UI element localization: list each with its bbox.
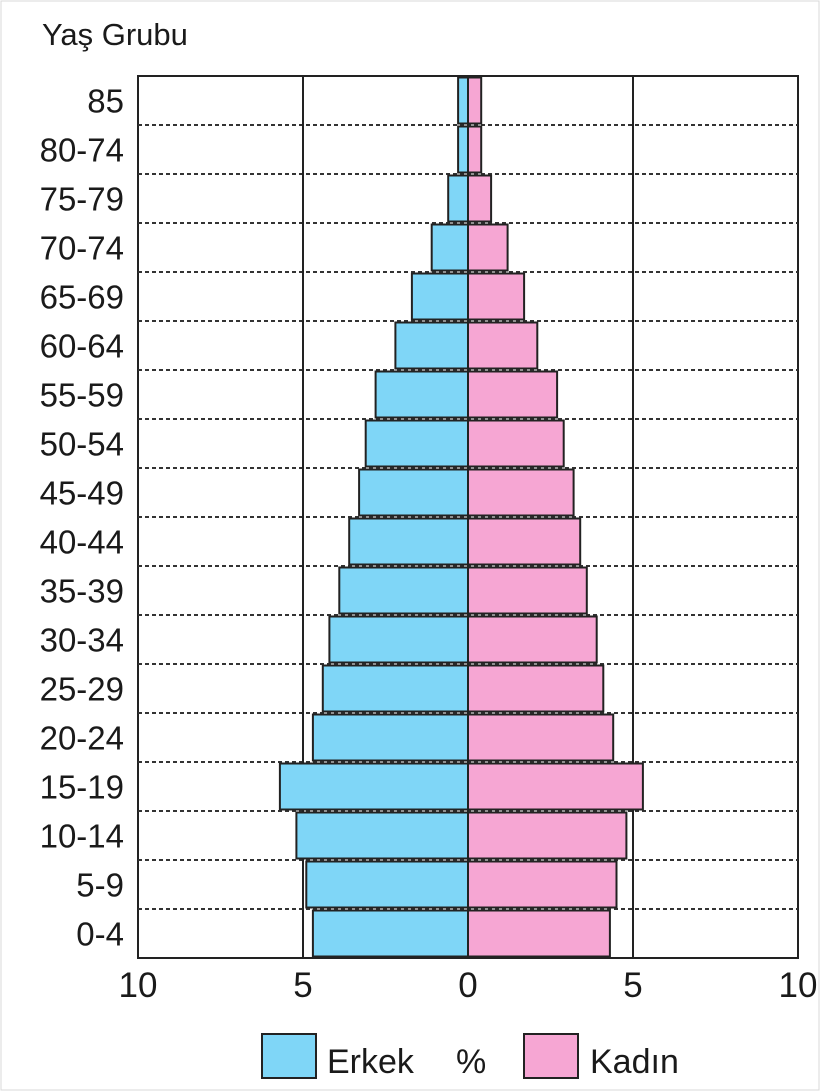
bar-kadin [467,272,526,321]
bar-erkek [457,76,470,125]
bar-kadin [467,321,539,370]
bar-erkek [311,909,469,958]
legend-label-erkek: Erkek [327,1043,415,1081]
bar-kadin [467,468,575,517]
bar-kadin [467,713,615,762]
bars [278,76,644,958]
age-group-label: 40-44 [40,524,124,561]
age-group-label: 35-39 [40,573,124,610]
bar-kadin [467,664,605,713]
age-group-label: 20-24 [40,720,124,757]
bar-kadin [467,419,565,468]
bar-kadin [467,517,582,566]
bar-erkek [364,419,470,468]
bar-kadin [467,811,628,860]
bar-kadin [467,174,493,223]
x-tick-label: 5 [293,966,312,1005]
bar-erkek [348,517,470,566]
bar-erkek [410,272,469,321]
bar-erkek [328,615,469,664]
bar-erkek [430,223,470,272]
age-group-label: 30-34 [40,622,124,659]
bar-kadin [467,909,611,958]
legend-swatch-erkek [261,1033,317,1079]
bar-erkek [447,174,470,223]
bar-erkek [295,811,469,860]
age-group-label: 5-9 [76,867,124,904]
grid-lines [138,76,798,958]
bar-kadin [467,762,644,811]
bar-erkek [338,566,469,615]
bar-kadin [467,615,598,664]
bar-kadin [467,566,588,615]
age-group-label: 60-64 [40,328,124,365]
age-group-label: 50-54 [40,426,124,463]
age-group-label: 0-4 [76,916,124,953]
legend-swatch-kadin [523,1033,579,1079]
bar-erkek [394,321,469,370]
bar-erkek [374,370,470,419]
bar-kadin [467,76,483,125]
x-tick-label: 5 [623,966,642,1005]
age-group-label: 10-14 [40,818,124,855]
bar-erkek [358,468,470,517]
bar-kadin [467,125,483,174]
bar-erkek [305,860,469,909]
age-group-label: 70-74 [40,230,124,267]
age-group-label: 75-79 [40,181,124,218]
age-group-label: 80-74 [40,132,124,169]
x-tick-label: 10 [119,966,158,1005]
y-axis-title: Yaş Grubu [42,17,188,52]
bar-kadin [467,860,618,909]
bar-erkek [311,713,469,762]
bar-kadin [467,223,509,272]
age-group-label: 15-19 [40,769,124,806]
age-group-label: 45-49 [40,475,124,512]
bar-erkek [457,125,470,174]
legend: Erkek % Kadın [261,1033,679,1081]
bar-erkek [278,762,469,811]
age-group-label: 25-29 [40,671,124,708]
legend-unit: % [456,1043,486,1081]
x-tick-labels: 10 5 0 5 10 [119,966,818,1005]
x-tick-label: 10 [779,966,818,1005]
x-tick-label: 0 [458,966,477,1005]
age-group-labels: 0-4 5-9 10-14 15-19 20-24 25-29 30-34 35-39 40-4… [40,83,124,953]
age-group-label: 55-59 [40,377,124,414]
bar-erkek [321,664,469,713]
age-group-label: 85 [87,83,124,120]
bar-kadin [467,370,559,419]
legend-label-kadin: Kadın [590,1043,679,1081]
age-group-label: 65-69 [40,279,124,316]
